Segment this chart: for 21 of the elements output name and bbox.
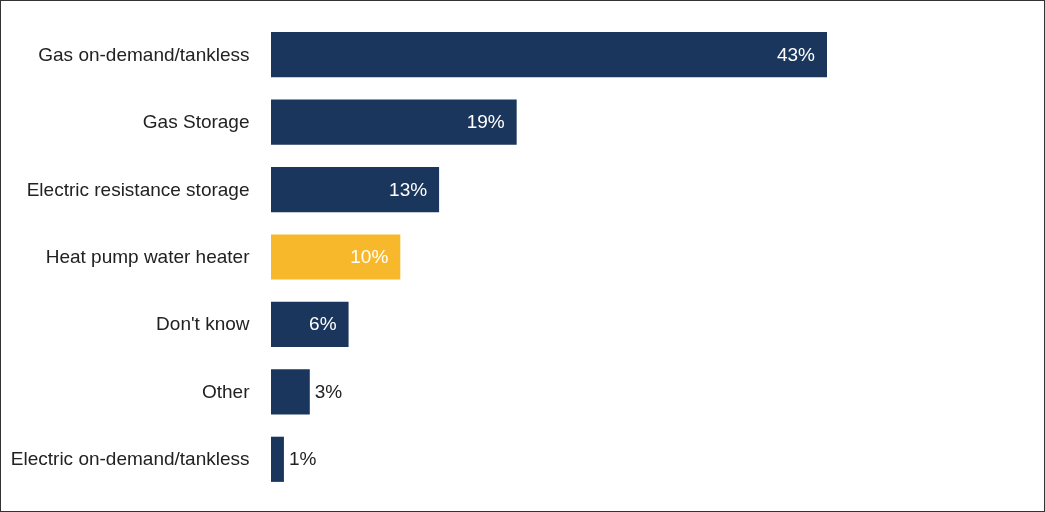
data-label: 1%: [288, 448, 317, 470]
y-tick-label: Electric resistance storage: [26, 178, 250, 200]
y-tick-label: Don't know: [156, 313, 250, 335]
bar: [271, 99, 517, 145]
y-tick-label: Gas on-demand/tankless: [38, 43, 250, 65]
data-label: 43%: [776, 43, 816, 65]
y-tick-label: Heat pump water heater: [45, 246, 251, 267]
data-label: 6%: [309, 313, 337, 335]
data-label: 10%: [350, 246, 389, 267]
data-label: 13%: [389, 178, 428, 200]
bar: [271, 301, 349, 348]
bar: [271, 436, 284, 482]
data-label: 3%: [314, 380, 343, 402]
y-tick-label: Electric on-demand/tankless: [10, 448, 250, 470]
bar: [271, 369, 310, 415]
bar: [271, 32, 827, 78]
bar: [271, 166, 440, 213]
y-tick-label: Gas Storage: [142, 111, 250, 133]
y-tick-label: Other: [201, 380, 251, 402]
data-label: 19%: [466, 111, 505, 133]
bar: [271, 234, 401, 280]
